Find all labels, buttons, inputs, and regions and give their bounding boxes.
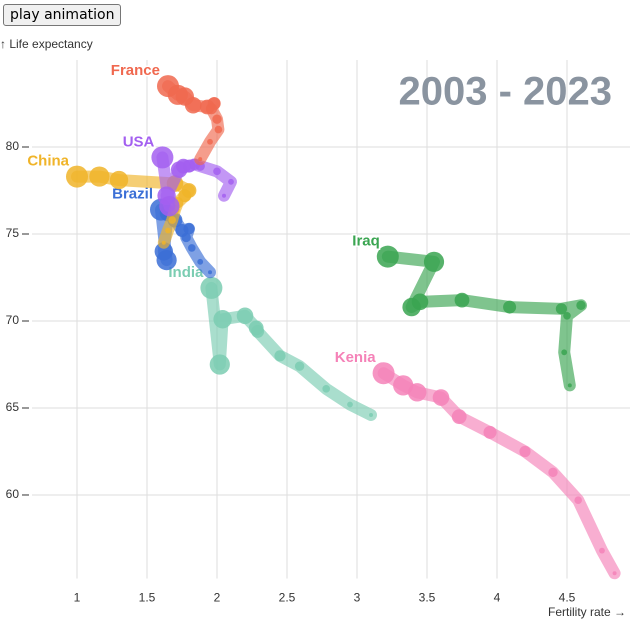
chart-title: 2003 - 2023	[398, 70, 612, 114]
point	[161, 240, 166, 245]
point	[548, 467, 558, 478]
point	[197, 258, 204, 265]
point	[109, 170, 129, 190]
point	[451, 409, 467, 425]
point	[151, 146, 174, 169]
point	[66, 165, 88, 188]
trajectory	[377, 367, 621, 580]
point	[322, 385, 331, 393]
point	[89, 166, 110, 187]
point	[519, 445, 531, 458]
point	[248, 320, 264, 336]
point	[213, 310, 232, 329]
point	[454, 292, 470, 308]
series-label: Iraq	[352, 233, 380, 250]
x-tick-label: 2	[214, 591, 221, 605]
y-tick-label: 70	[6, 313, 20, 327]
y-tick-label: 65	[6, 400, 20, 414]
point	[214, 125, 223, 134]
series-label: India	[168, 264, 204, 281]
point	[561, 349, 568, 356]
point	[423, 251, 445, 272]
point	[199, 99, 215, 115]
point	[157, 75, 179, 98]
point	[209, 354, 230, 375]
point	[200, 276, 223, 299]
x-tick-label: 3	[354, 591, 361, 605]
point	[228, 178, 234, 185]
x-tick-label: 4	[494, 591, 501, 605]
point	[159, 196, 180, 217]
y-axis-label: ↑ Life expectancy	[0, 37, 93, 51]
point	[207, 138, 213, 145]
point	[274, 350, 286, 362]
point	[236, 307, 254, 325]
point	[369, 412, 373, 417]
point	[503, 300, 517, 314]
point	[347, 401, 353, 408]
point	[612, 571, 617, 576]
point	[393, 375, 414, 396]
point	[198, 157, 203, 162]
x-tick-label: 4.5	[559, 591, 576, 605]
point	[563, 311, 571, 320]
point	[165, 227, 171, 234]
point	[213, 167, 221, 176]
point	[402, 297, 421, 317]
series-label: France	[111, 62, 160, 79]
point	[376, 245, 399, 268]
point	[483, 425, 497, 439]
point	[567, 383, 572, 388]
series-label: USA	[123, 133, 155, 150]
play-button[interactable]: play animation	[3, 4, 122, 26]
x-tick-label: 1	[74, 591, 81, 605]
y-tick-label: 75	[6, 226, 20, 240]
point	[212, 114, 222, 124]
point	[599, 547, 605, 554]
point	[170, 161, 188, 178]
point	[168, 216, 176, 224]
point	[432, 389, 450, 406]
point	[372, 362, 395, 385]
point	[576, 300, 586, 311]
x-axis-label: Fertility rate →	[548, 605, 626, 619]
point	[222, 193, 226, 198]
series-label: Brazil	[112, 186, 153, 203]
point	[188, 244, 196, 252]
point	[208, 270, 212, 275]
point	[574, 496, 582, 505]
y-tick-label: 60	[6, 487, 20, 501]
x-tick-label: 3.5	[419, 591, 436, 605]
point	[175, 224, 189, 238]
series-label: Kenia	[335, 349, 377, 366]
point	[156, 249, 177, 271]
y-tick-label: 80	[6, 139, 20, 153]
series-label: China	[27, 153, 69, 170]
x-tick-label: 1.5	[139, 591, 156, 605]
point	[181, 183, 197, 198]
point	[555, 303, 568, 315]
x-tick-label: 2.5	[279, 591, 296, 605]
point	[294, 361, 305, 371]
